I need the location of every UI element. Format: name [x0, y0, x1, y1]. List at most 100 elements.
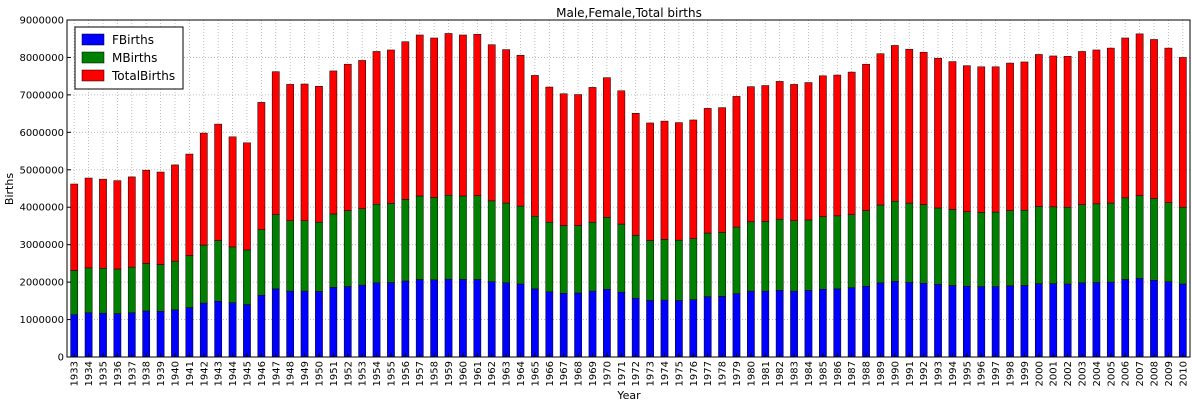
- legend-label-mbirths: MBirths: [112, 51, 157, 65]
- bar-mbirths-1941: [185, 255, 194, 308]
- bar-totalbirths-1972: [631, 112, 640, 236]
- bar-totalbirths-1986: [833, 74, 842, 217]
- x-tick-label: 1999: [1020, 361, 1031, 386]
- y-tick-label: 5000000: [19, 165, 64, 176]
- x-tick-label: 1935: [98, 361, 109, 386]
- x-tick-label: 1937: [127, 361, 138, 386]
- bar-mbirths-1949: [300, 220, 309, 292]
- x-tick-label: 1957: [415, 361, 426, 386]
- bar-mbirths-1971: [617, 223, 626, 293]
- bar-totalbirths-1955: [387, 49, 395, 204]
- x-tick-label: 2010: [1178, 361, 1189, 386]
- bar-fbirths-1981: [761, 290, 770, 358]
- bar-totalbirths-1943: [214, 123, 223, 241]
- bar-fbirths-1965: [531, 288, 539, 358]
- bar-totalbirths-1971: [617, 90, 626, 225]
- bar-mbirths-2004: [1092, 203, 1101, 283]
- bar-fbirths-1948: [286, 290, 295, 358]
- bar-mbirths-1998: [1006, 210, 1014, 287]
- bar-mbirths-2009: [1164, 202, 1173, 282]
- x-tick-label: 1947: [271, 361, 282, 386]
- bar-totalbirths-1954: [372, 51, 381, 205]
- bar-totalbirths-2008: [1150, 39, 1158, 199]
- legend-label-fbirths: FBirths: [112, 33, 154, 47]
- x-tick-label: 1975: [674, 361, 685, 386]
- x-tick-label: 2002: [1063, 361, 1074, 386]
- bar-totalbirths-1999: [1020, 61, 1029, 211]
- bar-fbirths-1956: [401, 280, 410, 358]
- x-tick-label: 1972: [631, 361, 642, 386]
- bar-fbirths-1992: [919, 282, 928, 358]
- bar-mbirths-2000: [1034, 206, 1043, 284]
- bar-mbirths-1961: [473, 195, 482, 280]
- bar-mbirths-1956: [401, 199, 410, 282]
- bar-mbirths-2010: [1178, 206, 1187, 285]
- x-tick-label: 1956: [401, 361, 412, 386]
- x-tick-label: 2007: [1135, 361, 1146, 386]
- legend-swatch-mbirths: [81, 51, 105, 64]
- bar-mbirths-1988: [862, 210, 870, 287]
- bar-fbirths-1951: [329, 287, 338, 358]
- bar-fbirths-1970: [603, 288, 611, 358]
- x-tick-label: 1941: [185, 361, 196, 386]
- x-tick-label: 1951: [329, 361, 340, 386]
- bar-totalbirths-2007: [1135, 33, 1144, 196]
- bar-totalbirths-1944: [228, 136, 237, 248]
- bar-totalbirths-1953: [358, 60, 366, 209]
- bar-totalbirths-1937: [127, 176, 136, 268]
- bar-totalbirths-1994: [948, 61, 957, 210]
- bar-totalbirths-1961: [473, 33, 482, 196]
- bar-fbirths-1945: [243, 304, 251, 358]
- x-tick-label: 1970: [602, 361, 613, 386]
- x-tick-label: 1945: [242, 361, 253, 386]
- bar-fbirths-1950: [315, 291, 323, 358]
- x-tick-label: 2004: [1092, 361, 1103, 386]
- bar-mbirths-1938: [142, 263, 151, 312]
- chart-title: Male,Female,Total births: [556, 6, 702, 20]
- bar-fbirths-1974: [660, 299, 669, 358]
- x-tick-label: 1992: [919, 361, 930, 386]
- bar-totalbirths-1988: [862, 63, 870, 211]
- bar-fbirths-1954: [372, 282, 381, 358]
- bar-fbirths-1978: [718, 296, 726, 358]
- bar-mbirths-1972: [631, 235, 640, 299]
- bar-fbirths-2000: [1034, 283, 1043, 358]
- bar-mbirths-1981: [761, 221, 770, 292]
- bar-fbirths-2009: [1164, 281, 1173, 358]
- bar-totalbirths-1970: [603, 77, 611, 218]
- bar-mbirths-1940: [171, 260, 179, 311]
- bar-mbirths-1948: [286, 220, 295, 292]
- bar-fbirths-1940: [171, 309, 179, 358]
- bar-totalbirths-2002: [1063, 56, 1072, 208]
- bar-fbirths-1938: [142, 310, 151, 358]
- bar-fbirths-2002: [1063, 283, 1072, 358]
- x-tick-label: 1962: [487, 361, 498, 386]
- bar-fbirths-1944: [228, 302, 237, 358]
- bar-mbirths-1989: [876, 204, 885, 284]
- bar-fbirths-1963: [502, 282, 510, 358]
- bar-totalbirths-2005: [1106, 47, 1115, 204]
- x-tick-label: 1995: [962, 361, 973, 386]
- x-tick-label: 1940: [170, 361, 181, 386]
- x-tick-label: 1938: [142, 361, 153, 386]
- bar-mbirths-1980: [747, 221, 755, 292]
- x-tick-label: 1989: [876, 361, 887, 386]
- bar-mbirths-1985: [819, 216, 827, 290]
- plot-frame: [66, 19, 1191, 358]
- bar-mbirths-1966: [545, 221, 554, 293]
- x-tick-label: 1946: [257, 361, 268, 386]
- x-tick-label: 2006: [1121, 361, 1132, 386]
- bar-fbirths-1997: [991, 286, 1000, 358]
- x-tick-label: 1978: [718, 361, 729, 386]
- bar-fbirths-1962: [487, 281, 496, 358]
- bar-fbirths-1959: [444, 278, 453, 358]
- bar-fbirths-1942: [199, 302, 208, 358]
- bar-totalbirths-1978: [718, 107, 726, 233]
- bar-fbirths-1967: [559, 293, 568, 358]
- bar-fbirths-1984: [804, 290, 813, 358]
- bar-fbirths-2008: [1150, 279, 1158, 358]
- x-tick-label: 2003: [1078, 361, 1089, 386]
- bar-totalbirths-2004: [1092, 49, 1101, 205]
- legend: FBirths MBirths TotalBirths: [74, 26, 184, 90]
- x-tick-label: 1982: [775, 361, 786, 386]
